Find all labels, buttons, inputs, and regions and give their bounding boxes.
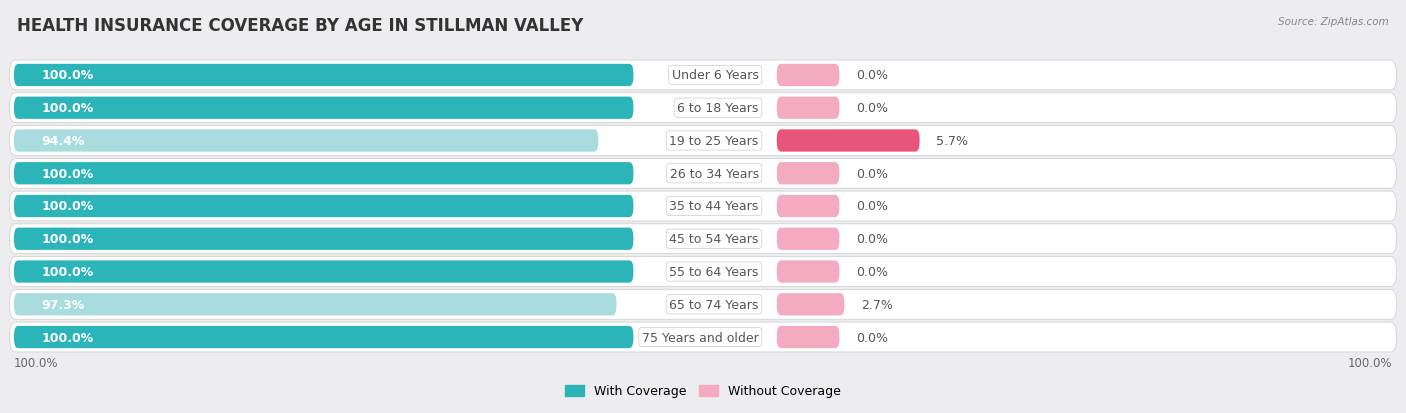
FancyBboxPatch shape — [776, 65, 839, 87]
Text: 100.0%: 100.0% — [42, 266, 94, 278]
Text: 75 Years and older: 75 Years and older — [643, 331, 759, 344]
FancyBboxPatch shape — [776, 228, 839, 250]
Text: 65 to 74 Years: 65 to 74 Years — [669, 298, 759, 311]
Text: 0.0%: 0.0% — [856, 102, 889, 115]
Text: 100.0%: 100.0% — [42, 331, 94, 344]
FancyBboxPatch shape — [10, 290, 1396, 319]
FancyBboxPatch shape — [776, 326, 839, 348]
FancyBboxPatch shape — [10, 94, 1396, 123]
Text: Source: ZipAtlas.com: Source: ZipAtlas.com — [1278, 17, 1389, 26]
Text: 45 to 54 Years: 45 to 54 Years — [669, 233, 759, 246]
Text: 100.0%: 100.0% — [42, 102, 94, 115]
Text: 100.0%: 100.0% — [42, 69, 94, 82]
FancyBboxPatch shape — [10, 322, 1396, 352]
Text: 19 to 25 Years: 19 to 25 Years — [669, 135, 759, 147]
Text: 35 to 44 Years: 35 to 44 Years — [669, 200, 759, 213]
Text: 26 to 34 Years: 26 to 34 Years — [669, 167, 759, 180]
FancyBboxPatch shape — [776, 261, 839, 283]
Text: 94.4%: 94.4% — [42, 135, 86, 147]
FancyBboxPatch shape — [14, 97, 633, 120]
Text: 100.0%: 100.0% — [42, 233, 94, 246]
FancyBboxPatch shape — [14, 326, 633, 348]
Text: 6 to 18 Years: 6 to 18 Years — [678, 102, 759, 115]
FancyBboxPatch shape — [10, 224, 1396, 254]
FancyBboxPatch shape — [776, 130, 920, 152]
FancyBboxPatch shape — [14, 195, 633, 218]
Text: 97.3%: 97.3% — [42, 298, 86, 311]
Text: HEALTH INSURANCE COVERAGE BY AGE IN STILLMAN VALLEY: HEALTH INSURANCE COVERAGE BY AGE IN STIL… — [17, 17, 583, 34]
Text: 2.7%: 2.7% — [860, 298, 893, 311]
FancyBboxPatch shape — [10, 257, 1396, 287]
FancyBboxPatch shape — [14, 65, 633, 87]
Text: 100.0%: 100.0% — [1347, 356, 1392, 369]
FancyBboxPatch shape — [14, 228, 633, 250]
FancyBboxPatch shape — [10, 159, 1396, 189]
Text: 0.0%: 0.0% — [856, 167, 889, 180]
Text: Under 6 Years: Under 6 Years — [672, 69, 759, 82]
FancyBboxPatch shape — [14, 163, 633, 185]
Text: 100.0%: 100.0% — [42, 200, 94, 213]
Text: 100.0%: 100.0% — [42, 167, 94, 180]
Text: 0.0%: 0.0% — [856, 233, 889, 246]
Text: 0.0%: 0.0% — [856, 266, 889, 278]
FancyBboxPatch shape — [14, 293, 616, 316]
Text: 55 to 64 Years: 55 to 64 Years — [669, 266, 759, 278]
FancyBboxPatch shape — [14, 261, 633, 283]
Legend: With Coverage, Without Coverage: With Coverage, Without Coverage — [561, 380, 845, 403]
FancyBboxPatch shape — [776, 293, 845, 316]
FancyBboxPatch shape — [10, 61, 1396, 91]
Text: 0.0%: 0.0% — [856, 69, 889, 82]
FancyBboxPatch shape — [10, 126, 1396, 156]
Text: 100.0%: 100.0% — [14, 356, 59, 369]
FancyBboxPatch shape — [10, 192, 1396, 221]
Text: 5.7%: 5.7% — [936, 135, 969, 147]
FancyBboxPatch shape — [14, 130, 599, 152]
FancyBboxPatch shape — [776, 97, 839, 120]
Text: 0.0%: 0.0% — [856, 331, 889, 344]
FancyBboxPatch shape — [776, 163, 839, 185]
FancyBboxPatch shape — [776, 195, 839, 218]
Text: 0.0%: 0.0% — [856, 200, 889, 213]
